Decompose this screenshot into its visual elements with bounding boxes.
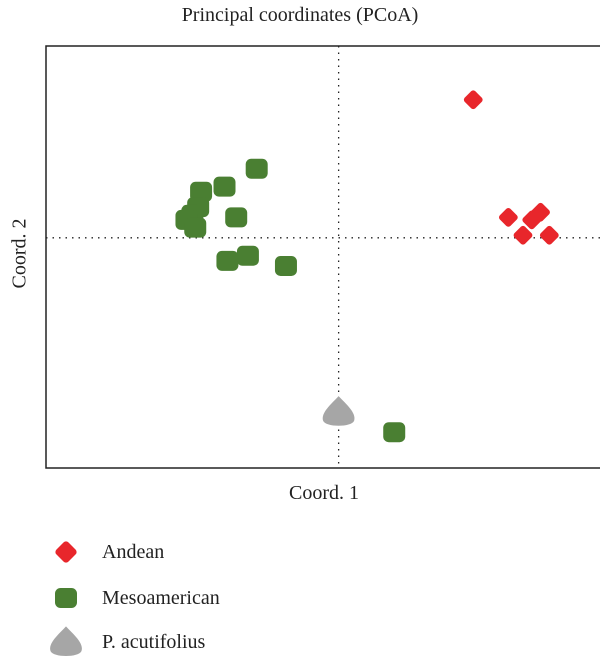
legend-marker	[55, 541, 77, 563]
mesoamerican-point	[274, 255, 297, 276]
legend-label-andean: Andean	[102, 540, 165, 563]
andean-point	[531, 202, 550, 222]
mesoamerican-point	[216, 250, 239, 271]
y-axis-label: Coord. 2	[8, 218, 31, 289]
mesoamerican-point	[184, 217, 207, 238]
andean-point	[498, 207, 518, 227]
legend-label-mesoamerican: Mesoamerican	[102, 586, 220, 609]
data-points	[175, 90, 559, 443]
legend-label-p-acutifolius: P. acutifolius	[102, 630, 206, 653]
p-acutifolius-drop-icon	[50, 626, 82, 656]
andean-point	[463, 90, 483, 110]
mesoamerican-point	[236, 245, 259, 266]
plot-frame	[45, 45, 600, 469]
p-acutifolius-point	[322, 396, 355, 426]
legend-marker	[50, 626, 82, 656]
andean-point	[513, 225, 533, 245]
legend-item-p-acutifolius: P. acutifolius	[50, 624, 205, 660]
andean-diamond-icon	[55, 541, 77, 563]
legend-item-andean: Andean	[50, 534, 164, 570]
pcoa-plot	[45, 45, 600, 469]
mesoamerican-point	[190, 181, 213, 202]
mesoamerican-point	[245, 158, 268, 179]
mesoamerican-point	[383, 422, 406, 443]
legend-item-mesoamerican: Mesoamerican	[50, 580, 220, 616]
legend-marker	[55, 588, 77, 608]
mesoamerican-point	[213, 176, 236, 197]
chart-title: Principal coordinates (PCoA)	[181, 4, 419, 26]
x-axis-label: Coord. 1	[289, 482, 359, 504]
andean-point	[539, 225, 559, 245]
mesoamerican-square-icon	[55, 588, 77, 608]
mesoamerican-point	[225, 207, 248, 228]
